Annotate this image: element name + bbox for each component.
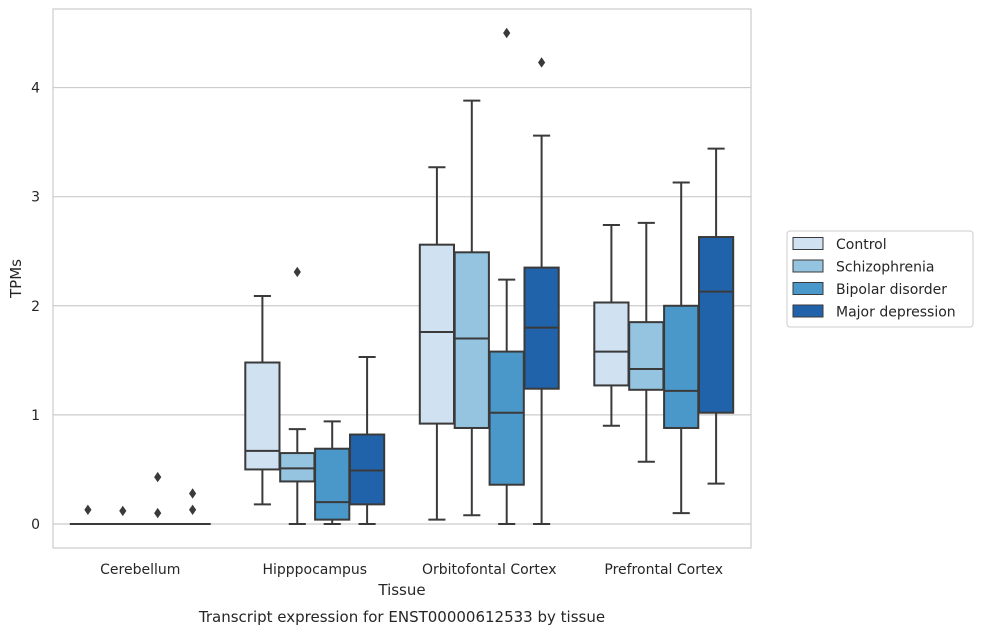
legend-swatch bbox=[792, 304, 824, 318]
box-2-3 bbox=[523, 57, 560, 525]
outlier-point bbox=[119, 505, 127, 517]
x-tick-label: Hipppocampus bbox=[262, 562, 367, 578]
box-2-2 bbox=[488, 27, 525, 525]
box-1-0 bbox=[244, 294, 281, 506]
legend-label: Bipolar disorder bbox=[836, 282, 947, 298]
box-iqr bbox=[348, 433, 386, 506]
legend-frame bbox=[786, 230, 974, 328]
x-tick-label: Cerebellum bbox=[100, 562, 180, 578]
outlier-point bbox=[538, 57, 546, 68]
y-tick-label: 4 bbox=[31, 81, 40, 97]
chart-caption: Transcript expression for ENST0000061253… bbox=[198, 608, 605, 626]
y-tick-label: 3 bbox=[31, 190, 40, 206]
outlier-point bbox=[154, 507, 162, 519]
legend: Control Schizophrenia Bipolar disorder Majo… bbox=[786, 230, 974, 328]
box-0-3 bbox=[174, 488, 211, 526]
box-plot-series bbox=[69, 27, 735, 526]
box-1-3 bbox=[348, 356, 386, 525]
gridlines bbox=[53, 86, 751, 525]
box-iqr bbox=[488, 350, 525, 486]
box-iqr bbox=[593, 301, 630, 387]
box-2-0 bbox=[418, 166, 456, 521]
legend-label: Schizophrenia bbox=[836, 260, 934, 276]
box-3-3 bbox=[697, 147, 735, 485]
outlier-point bbox=[189, 488, 197, 499]
box-iqr bbox=[628, 321, 665, 391]
box-iqr bbox=[453, 251, 490, 429]
y-axis-ticks: 0 1 2 3 4 bbox=[31, 81, 40, 533]
plot-frame bbox=[52, 8, 752, 549]
x-axis-title: Tissue bbox=[377, 581, 425, 599]
x-axis-ticks: Cerebellum Hipppocampus Orbitofontal Corte… bbox=[100, 562, 723, 578]
outlier-point bbox=[293, 266, 301, 278]
y-axis-title: TPMs bbox=[7, 259, 25, 299]
box-3-2 bbox=[663, 181, 700, 515]
box-3-0 bbox=[593, 224, 630, 427]
box-iqr bbox=[663, 304, 700, 429]
x-tick-label: Prefrontal Cortex bbox=[604, 562, 723, 578]
legend-label: Control bbox=[836, 237, 887, 253]
y-tick-label: 0 bbox=[31, 517, 40, 533]
outlier-point bbox=[154, 471, 162, 483]
legend-swatch bbox=[792, 237, 824, 250]
x-tick-label: Orbitofontal Cortex bbox=[422, 562, 557, 578]
legend-swatch bbox=[792, 282, 824, 295]
legend-label: Major depression bbox=[836, 305, 956, 321]
box-1-1 bbox=[279, 266, 316, 525]
y-tick-label: 2 bbox=[31, 299, 40, 315]
outlier-point bbox=[189, 504, 197, 516]
y-tick-label: 1 bbox=[31, 408, 40, 424]
box-3-1 bbox=[628, 221, 665, 463]
box-iqr bbox=[418, 243, 456, 425]
box-0-0 bbox=[69, 504, 107, 526]
outlier-point bbox=[503, 27, 511, 39]
box-0-1 bbox=[104, 505, 141, 526]
box-iqr bbox=[697, 236, 735, 414]
box-0-2 bbox=[139, 471, 176, 526]
box-iqr bbox=[279, 452, 316, 483]
box-iqr bbox=[244, 361, 281, 471]
outlier-point bbox=[84, 504, 92, 516]
legend-swatch bbox=[792, 259, 824, 273]
box-iqr bbox=[314, 447, 351, 521]
box-2-1 bbox=[453, 99, 490, 517]
box-1-2 bbox=[314, 420, 351, 525]
